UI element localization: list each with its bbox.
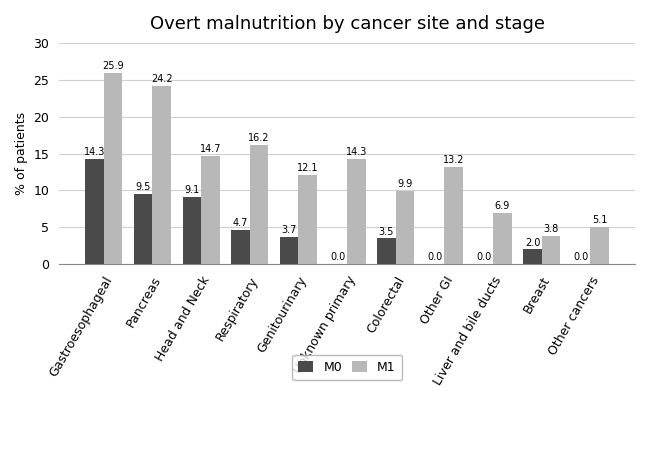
Bar: [104, 73, 122, 264]
Text: 2.0: 2.0: [525, 237, 540, 247]
Text: 0.0: 0.0: [428, 253, 443, 263]
Text: 4.7: 4.7: [233, 218, 248, 228]
Text: 0.0: 0.0: [573, 253, 589, 263]
Text: 9.9: 9.9: [397, 179, 413, 189]
Text: 25.9: 25.9: [102, 61, 124, 71]
Text: 3.7: 3.7: [281, 225, 297, 235]
Bar: [445, 167, 463, 264]
Bar: [298, 175, 317, 264]
Text: 9.5: 9.5: [136, 182, 151, 192]
Bar: [280, 237, 298, 264]
Bar: [85, 159, 104, 264]
Bar: [377, 238, 396, 264]
Bar: [153, 86, 171, 264]
Bar: [183, 197, 201, 264]
Text: 3.5: 3.5: [379, 227, 394, 236]
Bar: [493, 213, 512, 264]
Text: 0.0: 0.0: [476, 253, 491, 263]
Text: 0.0: 0.0: [330, 253, 345, 263]
Text: 14.3: 14.3: [84, 147, 105, 157]
Y-axis label: % of patients: % of patients: [15, 112, 28, 195]
Text: 5.1: 5.1: [592, 215, 607, 225]
Text: 13.2: 13.2: [443, 155, 464, 165]
Text: 6.9: 6.9: [495, 201, 510, 211]
Text: 24.2: 24.2: [151, 74, 172, 84]
Bar: [201, 156, 220, 264]
Bar: [231, 229, 250, 264]
Text: 3.8: 3.8: [543, 224, 558, 234]
Bar: [347, 159, 365, 264]
Text: 12.1: 12.1: [297, 163, 318, 173]
Bar: [541, 236, 560, 264]
Bar: [396, 191, 414, 264]
Text: 14.7: 14.7: [200, 144, 221, 154]
Bar: [523, 249, 541, 264]
Bar: [134, 194, 153, 264]
Text: 16.2: 16.2: [248, 133, 270, 143]
Legend: M0, M1: M0, M1: [292, 355, 402, 380]
Text: 14.3: 14.3: [346, 147, 367, 157]
Bar: [250, 145, 268, 264]
Text: 9.1: 9.1: [184, 185, 200, 195]
Title: Overt malnutrition by cancer site and stage: Overt malnutrition by cancer site and st…: [150, 15, 545, 33]
Bar: [590, 227, 609, 264]
